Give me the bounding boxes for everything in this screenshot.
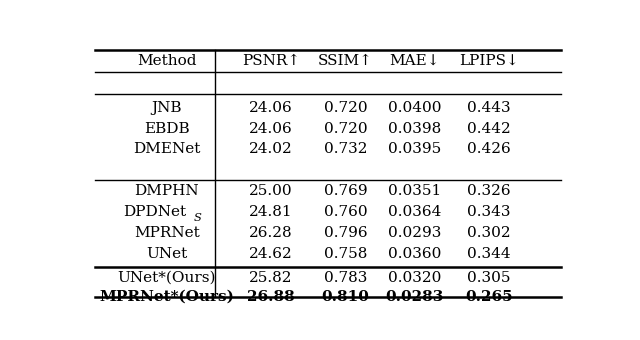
Text: 24.81: 24.81 [249, 205, 292, 219]
Text: 0.0283: 0.0283 [386, 290, 444, 304]
Text: MPRNet: MPRNet [134, 226, 200, 240]
Text: UNet*(Ours): UNet*(Ours) [118, 271, 216, 285]
Text: 0.0400: 0.0400 [388, 101, 442, 115]
Text: 25.82: 25.82 [249, 271, 292, 285]
Text: 0.0395: 0.0395 [388, 142, 442, 156]
Text: 0.783: 0.783 [324, 271, 367, 285]
Text: 0.443: 0.443 [467, 101, 511, 115]
Text: 0.720: 0.720 [324, 121, 367, 136]
Text: 0.0293: 0.0293 [388, 226, 442, 240]
Text: 24.02: 24.02 [249, 142, 293, 156]
Text: S: S [194, 213, 202, 223]
Text: MPRNet*(Ours): MPRNet*(Ours) [99, 290, 234, 304]
Text: 0.0320: 0.0320 [388, 271, 442, 285]
Text: 0.305: 0.305 [467, 271, 511, 285]
Text: 0.326: 0.326 [467, 184, 511, 198]
Text: DMPHN: DMPHN [134, 184, 199, 198]
Text: 0.0364: 0.0364 [388, 205, 442, 219]
Text: 0.265: 0.265 [465, 290, 513, 304]
Text: Method: Method [137, 54, 196, 68]
Text: EBDB: EBDB [144, 121, 189, 136]
Text: 0.758: 0.758 [324, 247, 367, 261]
Text: 0.302: 0.302 [467, 226, 511, 240]
Text: 0.732: 0.732 [324, 142, 367, 156]
Text: 0.0360: 0.0360 [388, 247, 442, 261]
Text: 0.720: 0.720 [324, 101, 367, 115]
Text: PSNR↑: PSNR↑ [242, 54, 300, 68]
Text: DPDNet: DPDNet [123, 205, 186, 219]
Text: 24.06: 24.06 [249, 101, 293, 115]
Text: 0.796: 0.796 [324, 226, 367, 240]
Text: 0.426: 0.426 [467, 142, 511, 156]
Text: 0.442: 0.442 [467, 121, 511, 136]
Text: 0.760: 0.760 [324, 205, 367, 219]
Text: JNB: JNB [152, 101, 182, 115]
Text: 0.769: 0.769 [324, 184, 367, 198]
Text: 0.0351: 0.0351 [388, 184, 442, 198]
Text: 0.343: 0.343 [467, 205, 511, 219]
Text: 26.88: 26.88 [247, 290, 295, 304]
Text: 0.0398: 0.0398 [388, 121, 442, 136]
Text: 0.344: 0.344 [467, 247, 511, 261]
Text: DMENet: DMENet [133, 142, 200, 156]
Text: 24.62: 24.62 [249, 247, 293, 261]
Text: SSIM↑: SSIM↑ [318, 54, 372, 68]
Text: 25.00: 25.00 [249, 184, 292, 198]
Text: UNet: UNet [146, 247, 188, 261]
Text: 24.06: 24.06 [249, 121, 293, 136]
Text: MAE↓: MAE↓ [390, 54, 440, 68]
Text: 26.28: 26.28 [249, 226, 292, 240]
Text: 0.810: 0.810 [321, 290, 369, 304]
Text: LPIPS↓: LPIPS↓ [460, 54, 519, 68]
